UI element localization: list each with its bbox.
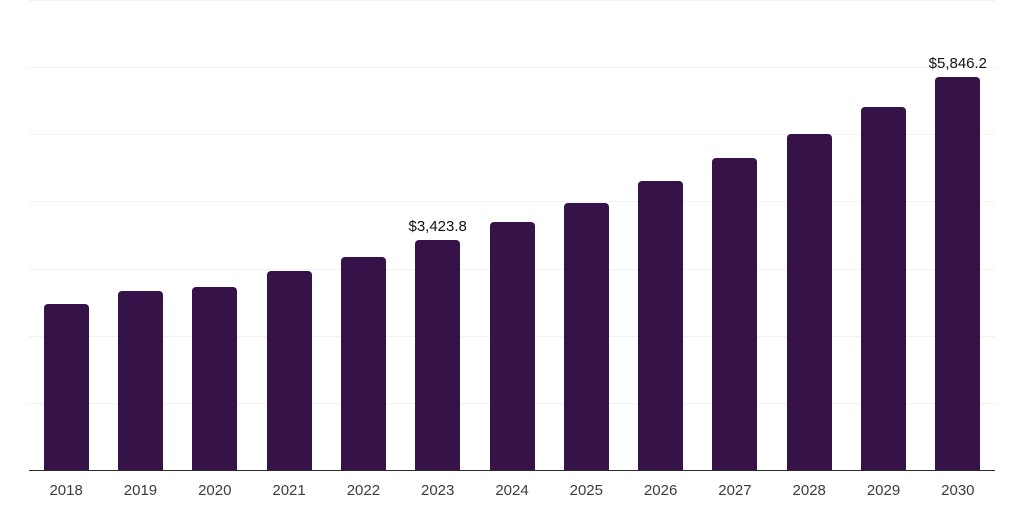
bar-2024[interactable]	[489, 222, 535, 470]
x-tick-2024: 2024	[495, 482, 529, 499]
bar-2028[interactable]	[786, 134, 832, 470]
bar-2021[interactable]	[266, 271, 312, 470]
x-tick-2023: 2023	[421, 482, 455, 499]
x-tick-2018: 2018	[49, 482, 83, 499]
x-tick-2022: 2022	[346, 482, 381, 499]
bar-2022[interactable]	[340, 256, 386, 470]
plot-area: $3,423.8 $5,846.2	[29, 0, 995, 471]
gridline	[29, 201, 995, 203]
bar-2020[interactable]	[192, 287, 238, 470]
bar-2026[interactable]	[638, 181, 684, 470]
bar-2027[interactable]	[712, 158, 758, 470]
x-tick-2029: 2029	[866, 482, 901, 499]
data-label-2030: $5,846.2	[928, 55, 988, 73]
x-tick-2028: 2028	[792, 482, 826, 499]
x-tick-2019: 2019	[123, 482, 158, 499]
x-tick-2020: 2020	[198, 482, 232, 499]
x-tick-2027: 2027	[718, 482, 752, 499]
bar-2029[interactable]	[861, 106, 907, 470]
gridline	[29, 67, 995, 69]
bar-2025[interactable]	[563, 202, 609, 470]
x-tick-2025: 2025	[569, 482, 603, 499]
x-tick-2021: 2021	[272, 482, 306, 499]
x-axis: 2018 2019 2020 2021 2022 2023 2024 2025 2026 2027…	[29, 482, 995, 504]
gridline	[29, 0, 995, 1]
bar-2023[interactable]	[415, 240, 461, 470]
x-tick-2030: 2030	[941, 482, 975, 499]
x-tick-2026: 2026	[643, 482, 678, 499]
bar-2019[interactable]	[117, 290, 163, 470]
data-label-2023: $3,423.8	[408, 218, 467, 236]
gridline	[29, 134, 995, 136]
bar-2030[interactable]	[935, 77, 981, 470]
bar-2018[interactable]	[43, 303, 89, 470]
